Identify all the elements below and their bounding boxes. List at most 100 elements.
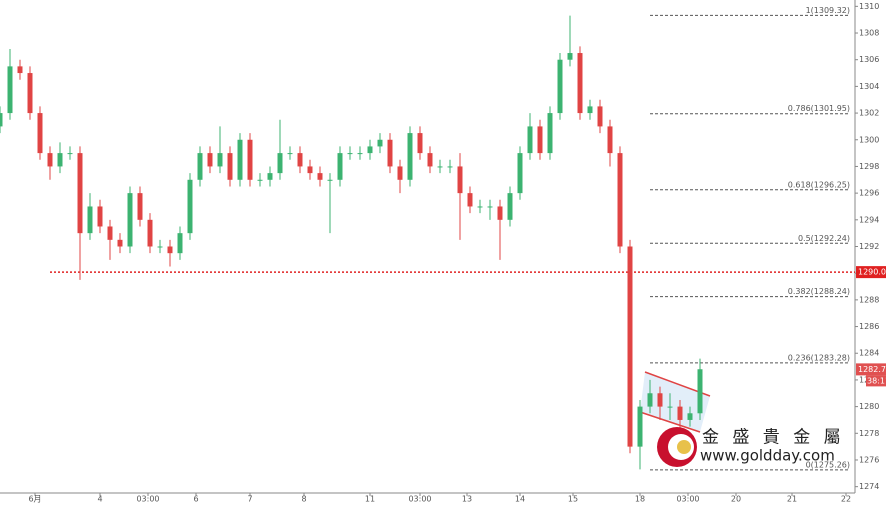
candle-body [437, 166, 443, 168]
candle-body [177, 233, 183, 254]
fib-label: 0.786(1301.95) [788, 104, 850, 113]
candle-body [587, 106, 593, 114]
candle-body [637, 406, 643, 447]
candle-body [557, 59, 563, 114]
candle-body [97, 206, 103, 227]
candle-body [217, 153, 223, 167]
candle-body [327, 179, 333, 181]
y-tick-label: 1288 [859, 295, 879, 304]
candle-body [607, 126, 613, 154]
candle-body [617, 153, 623, 247]
candle-body [307, 166, 313, 174]
candle-body [697, 369, 703, 414]
candle-body [647, 393, 653, 407]
fib-label: 0.236(1283.28) [788, 353, 850, 362]
candle-body [597, 106, 603, 127]
candle-body [77, 153, 83, 234]
candle-body [387, 139, 393, 167]
candle-body [577, 53, 583, 114]
candle-body [287, 153, 293, 155]
x-tick-label: 6 [193, 495, 198, 504]
candle-body [267, 173, 273, 180]
candle-body [627, 246, 633, 447]
x-tick-label: 11 [365, 495, 375, 504]
x-tick-label: 8 [301, 495, 306, 504]
candle-body [677, 406, 683, 420]
candle-body [337, 153, 343, 180]
y-tick-label: 1304 [859, 82, 879, 91]
candle-body [297, 153, 303, 167]
x-tick-label: 18 [635, 495, 645, 504]
last-price-tag [856, 363, 886, 376]
candle-body [477, 206, 483, 208]
countdown-tag [866, 375, 886, 387]
x-tick-label: 7 [247, 495, 252, 504]
candle-body [277, 153, 283, 174]
y-tick-label: 1280 [859, 402, 879, 411]
watermark-url: www.goldday.com [700, 447, 835, 465]
x-tick-label: 14 [515, 495, 525, 504]
candle-body [67, 153, 73, 155]
candle-body [417, 133, 423, 154]
candle-body [227, 153, 233, 180]
y-tick-label: 1292 [859, 242, 879, 251]
candle-body [247, 139, 253, 180]
candle-body [407, 133, 413, 180]
x-tick-label: 6月 [28, 495, 41, 504]
fib-label: 0.618(1296.25) [788, 180, 850, 189]
watermark-name: 金 盛 貴 金 屬 [702, 428, 845, 448]
price-tag [856, 266, 886, 279]
fib-label: 0(1275.26) [806, 460, 850, 469]
candle-body [107, 226, 113, 240]
candle-body [497, 206, 503, 220]
y-tick-label: 1276 [859, 455, 879, 464]
y-tick-label: 1278 [859, 429, 879, 438]
candle-body [447, 166, 453, 168]
x-tick-label: 03:00 [136, 495, 159, 504]
candle-body [427, 153, 433, 167]
y-tick-label: 1274 [859, 482, 879, 491]
candle-body [507, 193, 513, 220]
x-tick-label: 20 [731, 495, 741, 504]
candle-body [47, 153, 53, 167]
candle-body [197, 153, 203, 180]
candle-body [527, 126, 533, 154]
candle-body [257, 179, 263, 181]
fib-label: 1(1309.32) [806, 6, 850, 15]
x-tick-label: 03:00 [676, 495, 699, 504]
candle-body [127, 193, 133, 247]
candle-body [167, 246, 173, 254]
candle-body [687, 413, 693, 420]
candle-body [187, 179, 193, 234]
candle-body [347, 153, 353, 155]
x-tick-label: 4 [97, 495, 102, 504]
y-tick-label: 1308 [859, 29, 879, 38]
x-tick-label: 03:00 [408, 495, 431, 504]
watermark: 金 盛 貴 金 屬 www.goldday.com [657, 427, 845, 467]
candle-body [37, 113, 43, 154]
x-tick-label: 21 [787, 495, 797, 504]
y-tick-label: 1284 [859, 349, 879, 358]
candle-body [7, 66, 13, 114]
fib-label: 0.382(1288.24) [788, 287, 850, 296]
countdown-label: 38:11 [867, 376, 886, 385]
y-tick-label: 1310 [859, 2, 879, 11]
y-tick-label: 1300 [859, 135, 879, 144]
candle-body [397, 166, 403, 180]
candle-body [467, 193, 473, 207]
candle-body [87, 206, 93, 234]
candle-body [567, 53, 573, 60]
candle-body [57, 153, 63, 167]
candle-body [137, 193, 143, 220]
candle-body [367, 146, 373, 154]
y-tick-label: 1286 [859, 322, 879, 331]
candle-body [17, 66, 23, 74]
candle-body [27, 73, 33, 114]
y-tick-label: 1294 [859, 215, 879, 224]
last-price-label: 1282.79 [858, 365, 886, 374]
candle-body [537, 126, 543, 154]
candle-body [147, 219, 153, 247]
candle-body [0, 113, 3, 127]
